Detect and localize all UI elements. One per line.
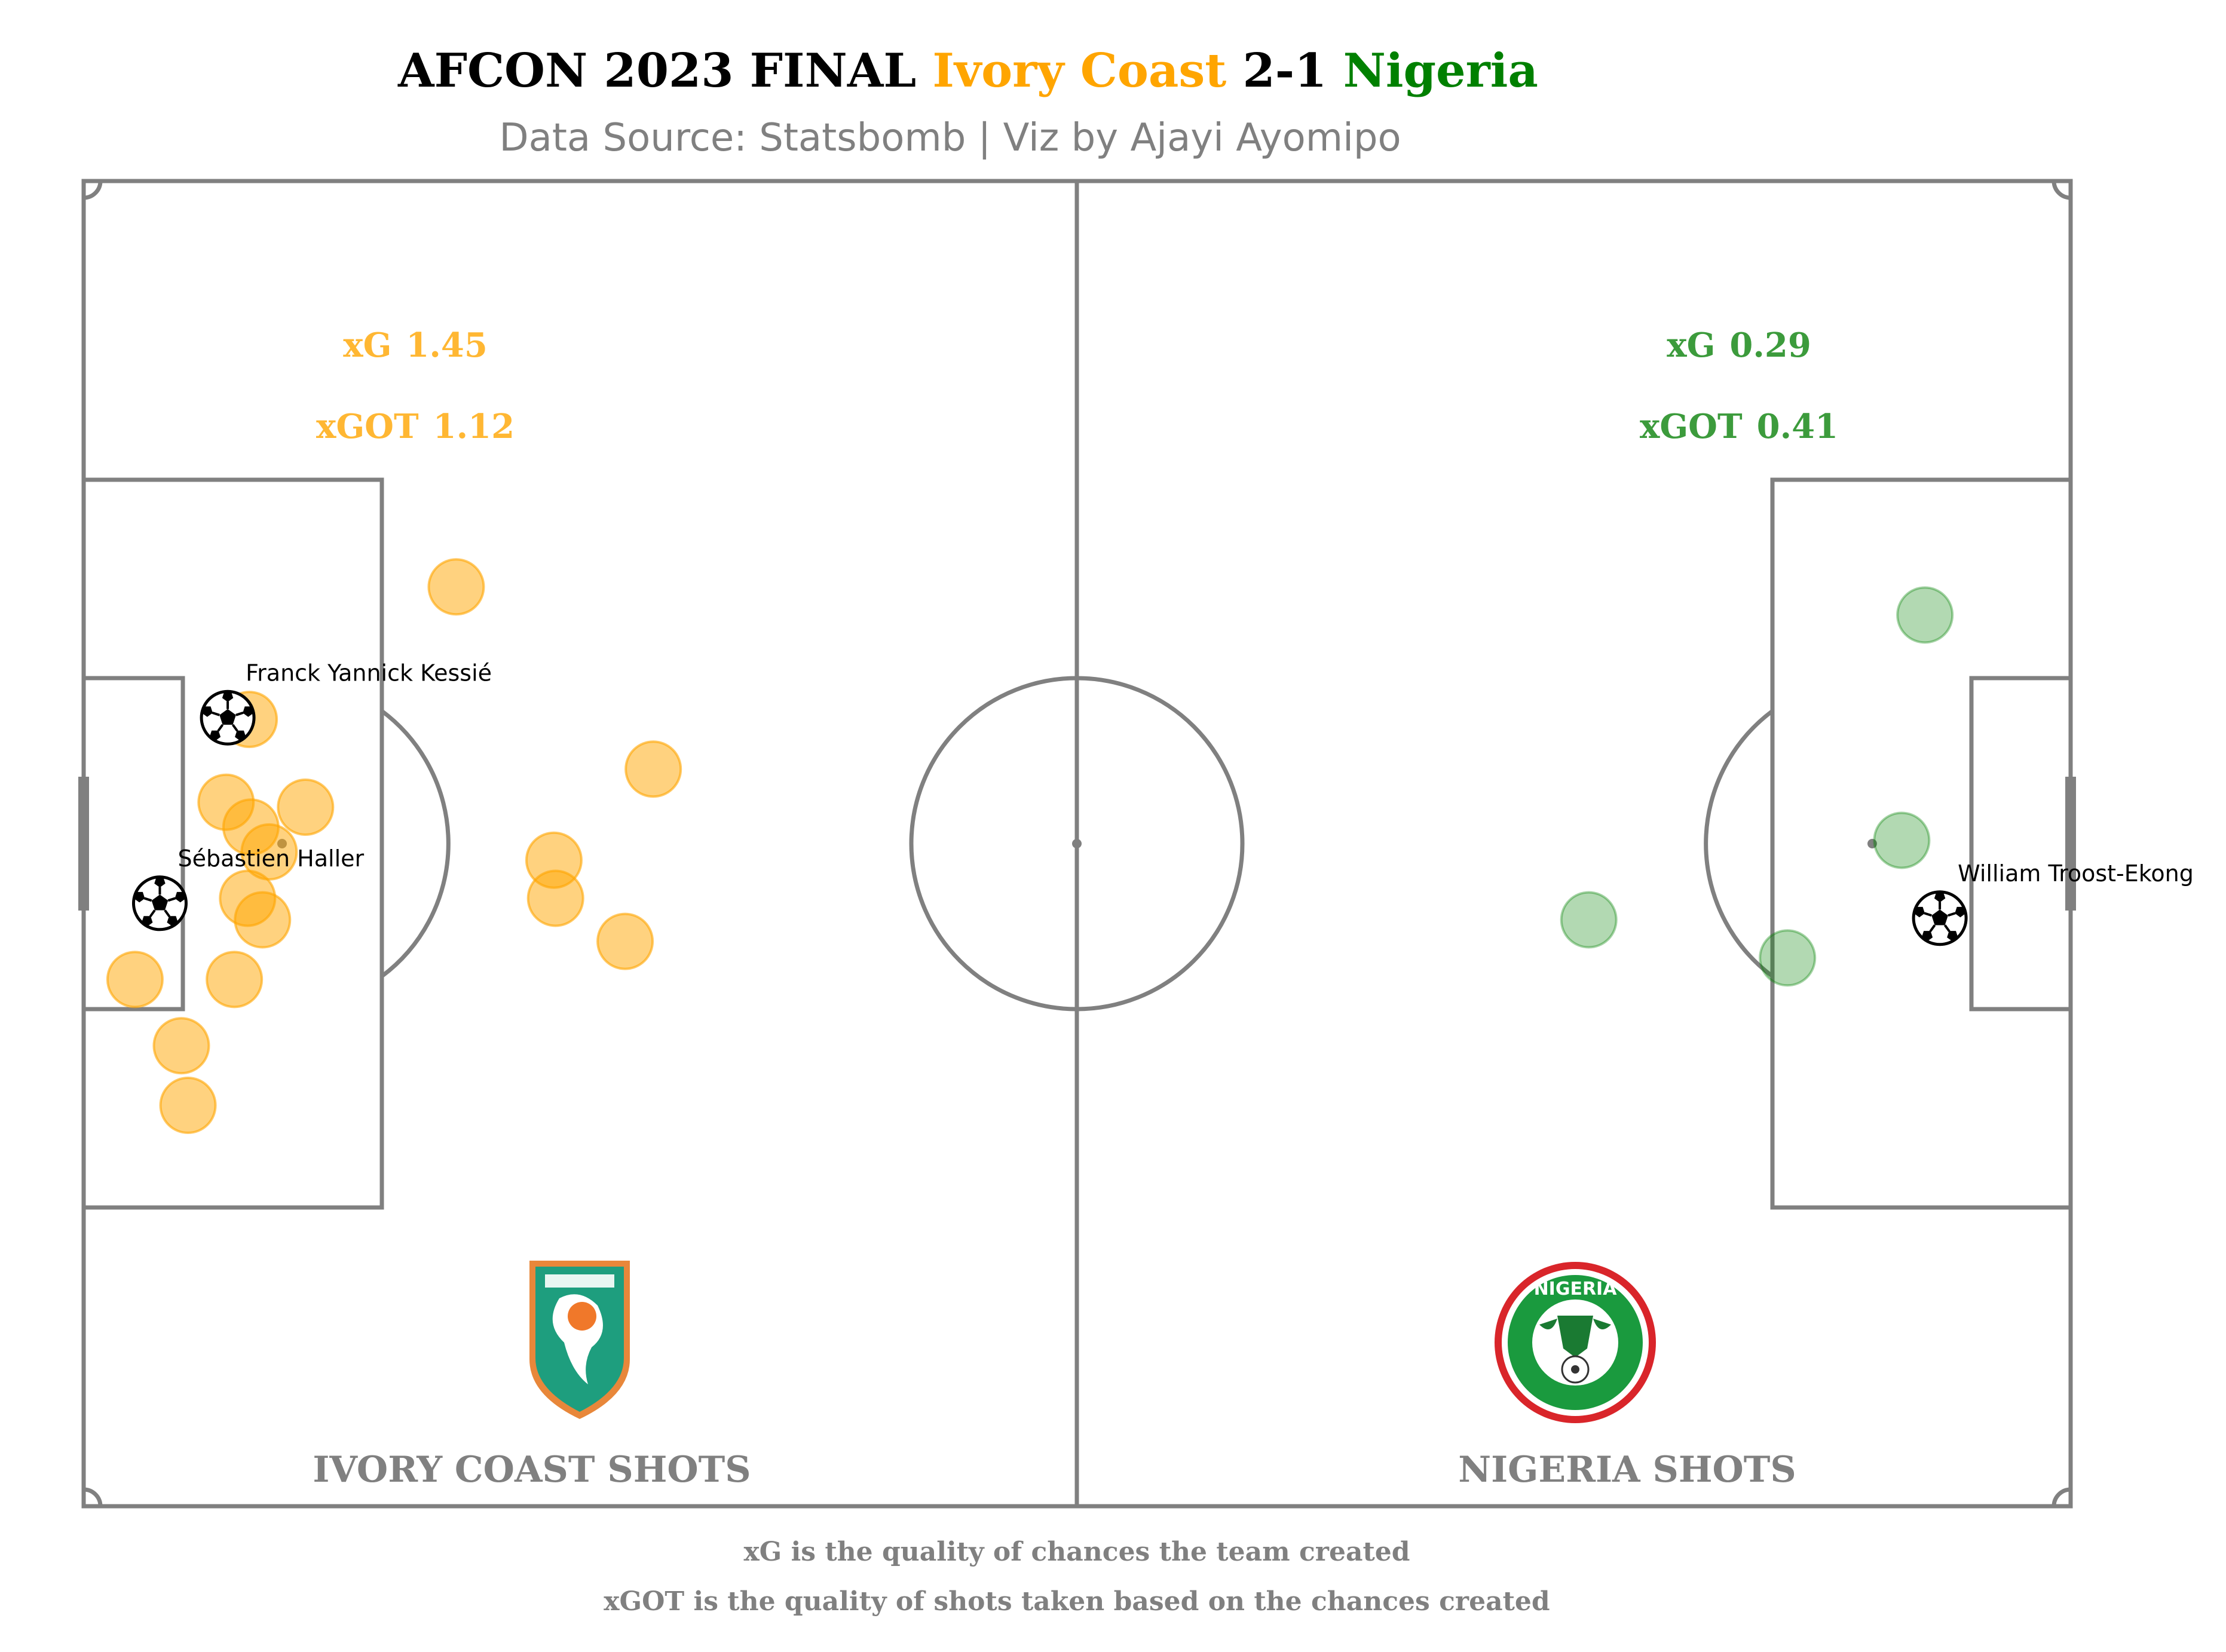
corner-arc-bottom-right (2052, 1487, 2071, 1507)
football-edge-patch (1947, 931, 1958, 942)
nigeria-crest-top-text: NIGERIA (1534, 1279, 1618, 1299)
center-circle (909, 676, 1245, 1012)
football-center-patch (1931, 909, 1948, 925)
home-shot-point (159, 1077, 217, 1135)
goal-scorer-label: Sébastien Haller (177, 845, 364, 872)
home-shot-point (526, 869, 584, 927)
football-center-patch (219, 709, 236, 725)
home-stats: xG 1.45 xGOT 1.12 (316, 326, 515, 446)
football-edge-patch (133, 891, 145, 903)
right-penalty-arc (1704, 709, 1774, 978)
football-edge-patch (1913, 906, 1925, 918)
chart-subtitle: Data Source: Statsbomb | Viz by Ajayi Ay… (499, 116, 1401, 160)
nigeria-football-federation-crest-icon: NIGERIA (1495, 1262, 1656, 1423)
home-xgot-label: xGOT (316, 407, 419, 446)
home-xgot-stat: xGOT 1.12 (316, 407, 515, 446)
football-edge-patch (174, 891, 186, 903)
football-seam (217, 724, 224, 732)
football-seam (212, 711, 220, 716)
football-edge-patch (154, 876, 166, 888)
football-seam (231, 724, 238, 732)
football-edge-patch (167, 916, 178, 927)
home-shot-point (206, 951, 264, 1009)
football-center-patch (151, 894, 169, 911)
away-shot-point (1759, 929, 1817, 987)
right-penalty-spot (1867, 839, 1877, 848)
corner-arc-bottom-left (83, 1487, 103, 1507)
title-home-team: Ivory Coast (932, 44, 1226, 98)
away-xg-stat: xG 0.29 (1667, 326, 1811, 365)
football-seam (167, 897, 176, 902)
away-shot-point (1873, 811, 1931, 869)
football-edge-patch (222, 691, 234, 702)
football-seam (235, 711, 244, 716)
away-team-label: NIGERIA SHOTS (1458, 1449, 1796, 1491)
home-shots-layer (106, 558, 682, 1135)
goal-scorer-label: Franck Yannick Kessié (246, 660, 492, 686)
away-shot-point (1896, 586, 1954, 644)
corner-arc-top-right (2052, 180, 2071, 200)
home-shot-point (152, 1017, 210, 1075)
football-seam (143, 897, 152, 902)
footnote-xg: xG is the quality of chances the team cr… (743, 1537, 1410, 1567)
title-score: 2-1 (1243, 44, 1327, 98)
football-edge-patch (235, 730, 246, 741)
footnote-xgot: xGOT is the quality of shots taken based… (604, 1586, 1550, 1617)
football-edge-patch (1934, 891, 1946, 903)
left-penalty-arc (380, 709, 451, 978)
football-edge-patch (1955, 906, 1966, 918)
away-stats: xG 0.29 xGOT 0.41 (1640, 326, 1838, 446)
corner-arc-top-left (83, 180, 103, 200)
home-xg-stat: xG 1.45 (343, 326, 488, 365)
football-seam (1924, 912, 1932, 917)
title-away-team: Nigeria (1343, 44, 1538, 98)
away-xgot-stat: xGOT 0.41 (1640, 407, 1838, 446)
home-xg-label: xG (343, 326, 391, 365)
chart-title: AFCON 2023 FINAL Ivory Coast 2-1 Nigeria (397, 44, 1538, 98)
away-xg-label: xG (1667, 326, 1715, 365)
home-xgot-value: 1.12 (433, 407, 515, 446)
goal-scorer-label: William Troost-Ekong (1958, 860, 2194, 887)
away-xgot-value: 0.41 (1757, 407, 1838, 446)
home-shot-point (277, 779, 335, 836)
pitch (78, 179, 2076, 1509)
away-xg-value: 0.29 (1729, 326, 1811, 365)
away-shot-point (1560, 891, 1618, 949)
home-xg-value: 1.45 (406, 326, 487, 365)
football-seam (164, 909, 171, 918)
football-edge-patch (209, 730, 221, 741)
football-seam (1948, 912, 1956, 917)
football-icon (131, 875, 188, 931)
football-edge-patch (142, 916, 153, 927)
football-icon (200, 689, 256, 746)
football-edge-patch (243, 706, 254, 717)
cote-divoire-crest-icon (529, 1261, 630, 1419)
home-team-label: IVORY COAST SHOTS (313, 1449, 751, 1491)
home-shot-point (596, 912, 654, 970)
away-xgot-label: xGOT (1640, 407, 1743, 446)
football-seam (1929, 924, 1936, 933)
home-shot-point (234, 891, 292, 949)
title-prefix: AFCON 2023 FINAL (397, 44, 916, 98)
center-spot (1072, 839, 1082, 848)
home-shot-point (624, 740, 682, 798)
home-shot-point (427, 558, 485, 616)
goals-layer: Franck Yannick Kessié Sébastien Haller Wil… (131, 660, 2194, 946)
right-six-yard-box (1969, 676, 2073, 1012)
football-seam (149, 909, 156, 918)
football-seam (1943, 924, 1951, 933)
football-edge-patch (201, 706, 213, 717)
home-shot-point (106, 951, 164, 1009)
away-shots-layer (1560, 586, 1954, 987)
football-edge-patch (1921, 931, 1933, 942)
football-icon (1912, 890, 1968, 946)
